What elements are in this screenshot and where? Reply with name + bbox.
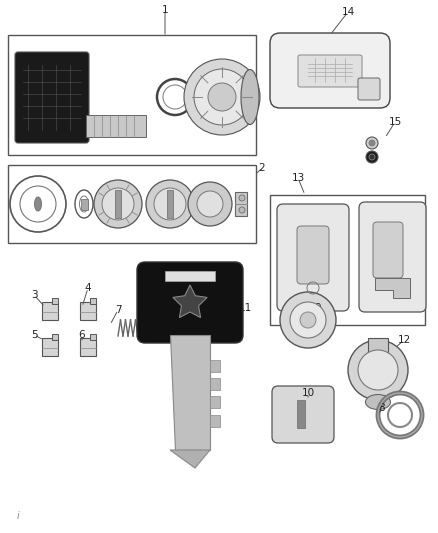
Circle shape: [239, 207, 245, 213]
Text: 11: 11: [238, 303, 251, 313]
Text: 2: 2: [259, 163, 265, 173]
Circle shape: [188, 182, 232, 226]
Bar: [210, 360, 220, 372]
Bar: [200, 103, 204, 108]
FancyBboxPatch shape: [359, 202, 426, 312]
Bar: [210, 415, 220, 427]
Bar: [80, 302, 96, 320]
Text: 6: 6: [79, 330, 85, 340]
FancyBboxPatch shape: [297, 226, 329, 284]
Text: 1: 1: [162, 5, 168, 15]
Bar: [197, 91, 207, 103]
Polygon shape: [170, 450, 210, 468]
FancyBboxPatch shape: [137, 262, 243, 343]
Bar: [210, 396, 220, 408]
Bar: [42, 302, 58, 320]
Bar: [42, 338, 58, 356]
Polygon shape: [375, 278, 410, 298]
Text: 5: 5: [31, 330, 37, 340]
Bar: [52, 334, 58, 340]
Circle shape: [369, 140, 375, 146]
Circle shape: [102, 188, 134, 220]
Circle shape: [146, 180, 194, 228]
Circle shape: [300, 312, 316, 328]
Ellipse shape: [35, 197, 42, 211]
Circle shape: [366, 137, 378, 149]
FancyBboxPatch shape: [298, 55, 362, 87]
Circle shape: [358, 350, 398, 390]
Text: 15: 15: [389, 117, 402, 127]
Circle shape: [290, 302, 326, 338]
Circle shape: [94, 180, 142, 228]
Bar: [235, 192, 247, 216]
Circle shape: [184, 59, 260, 135]
Bar: [165, 271, 215, 281]
Bar: [167, 190, 173, 218]
FancyBboxPatch shape: [15, 52, 89, 143]
Bar: [90, 298, 96, 304]
Circle shape: [369, 154, 375, 160]
Polygon shape: [170, 335, 210, 450]
Circle shape: [280, 292, 336, 348]
Bar: [297, 400, 305, 428]
Bar: [115, 190, 121, 218]
Bar: [368, 338, 388, 354]
Text: 14: 14: [341, 7, 355, 17]
Bar: [8, 35, 256, 155]
Bar: [52, 298, 58, 304]
Ellipse shape: [241, 69, 259, 125]
FancyBboxPatch shape: [272, 386, 334, 443]
Bar: [90, 334, 96, 340]
Bar: [86, 115, 146, 137]
Text: i: i: [17, 511, 19, 521]
Bar: [81, 199, 88, 210]
Circle shape: [194, 69, 250, 125]
FancyBboxPatch shape: [373, 222, 403, 278]
Text: 4: 4: [85, 283, 91, 293]
Circle shape: [154, 188, 186, 220]
Bar: [210, 378, 220, 390]
Text: 9: 9: [314, 303, 321, 313]
Ellipse shape: [365, 394, 391, 409]
Circle shape: [348, 340, 408, 400]
Bar: [8, 165, 256, 243]
Text: 3: 3: [31, 290, 37, 300]
Circle shape: [366, 151, 378, 163]
Circle shape: [239, 195, 245, 201]
Text: 8: 8: [379, 403, 385, 413]
FancyBboxPatch shape: [277, 204, 349, 311]
FancyBboxPatch shape: [358, 78, 380, 100]
Text: 10: 10: [301, 388, 314, 398]
Polygon shape: [173, 285, 207, 318]
Text: 7: 7: [115, 305, 121, 315]
Circle shape: [197, 191, 223, 217]
Text: 13: 13: [291, 173, 304, 183]
Bar: [80, 338, 96, 356]
Circle shape: [208, 83, 236, 111]
Bar: [270, 195, 425, 325]
Text: 12: 12: [397, 335, 411, 345]
FancyBboxPatch shape: [270, 33, 390, 108]
